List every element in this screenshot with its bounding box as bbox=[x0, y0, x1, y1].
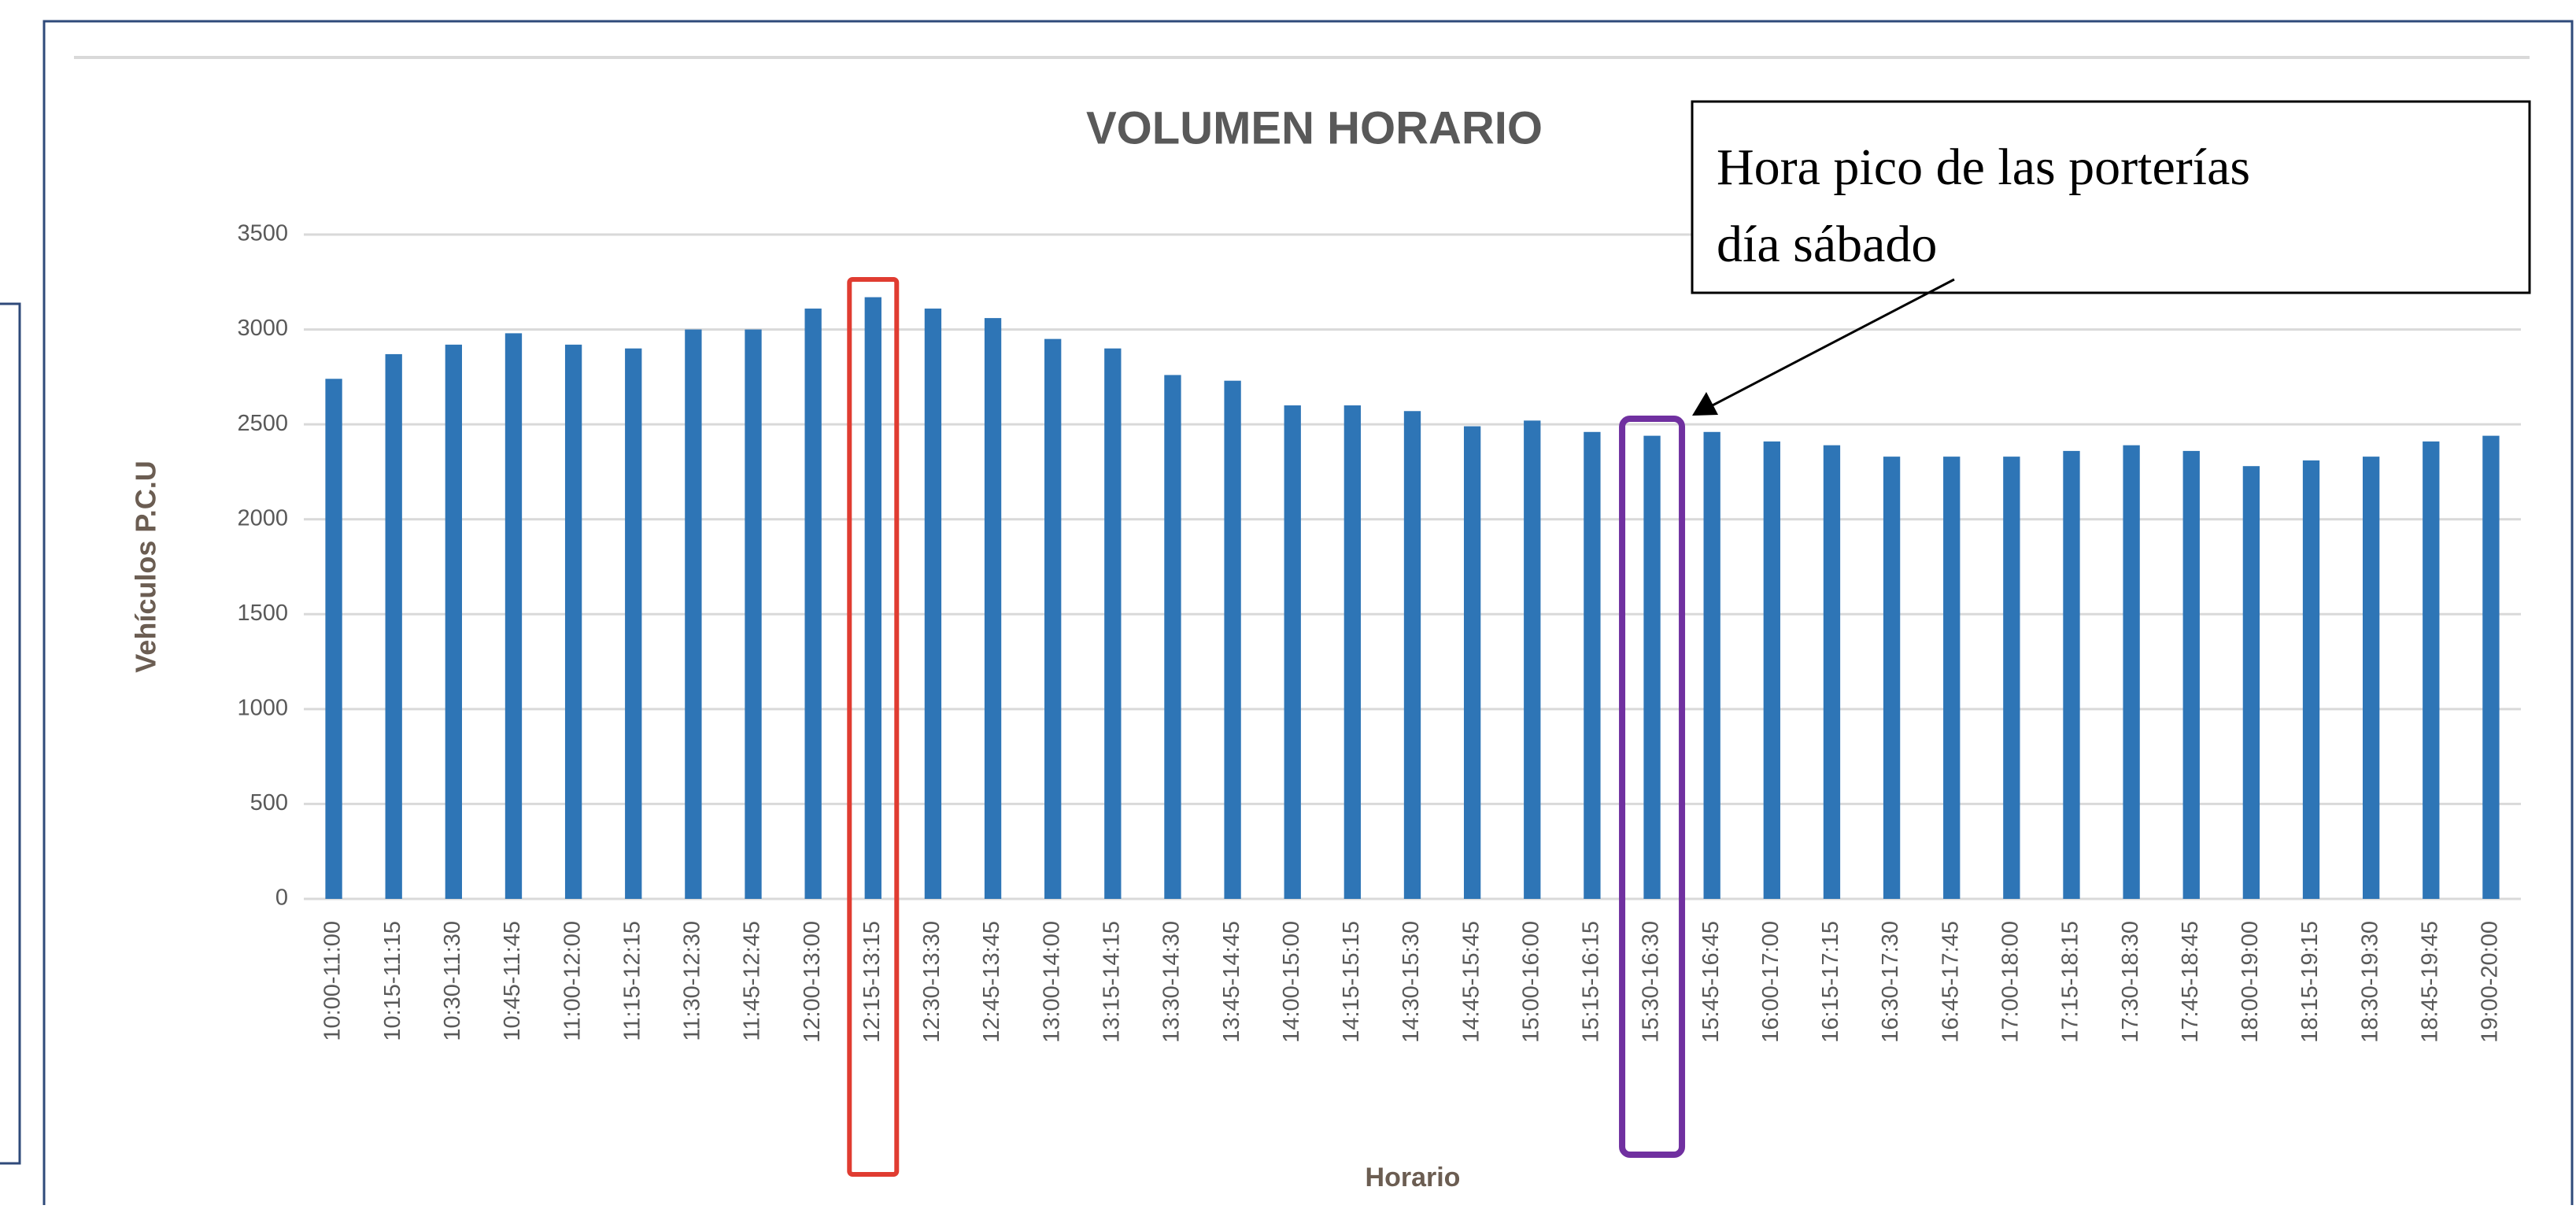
x-tick-label: 17:00-18:00 bbox=[1998, 921, 2023, 1043]
x-tick-label: 17:15-18:15 bbox=[2058, 921, 2083, 1043]
bar bbox=[685, 329, 702, 900]
y-tick-label: 1500 bbox=[237, 601, 288, 626]
y-tick-label: 2500 bbox=[237, 411, 288, 436]
bar bbox=[1343, 405, 1362, 899]
x-tick-label: 11:15-12:15 bbox=[619, 921, 645, 1041]
bar bbox=[1943, 457, 1961, 899]
x-tick-label: 15:30-16:30 bbox=[1639, 921, 1664, 1043]
bar bbox=[1703, 431, 1720, 899]
x-tick-label: 10:45-11:45 bbox=[500, 921, 525, 1041]
y-axis-label: Vehículos P.C.U bbox=[130, 460, 162, 672]
x-tick-label: 16:30-17:30 bbox=[1878, 921, 1903, 1043]
x-tick-label: 13:15-14:15 bbox=[1099, 921, 1124, 1043]
x-tick-label: 12:45-13:45 bbox=[979, 921, 1004, 1043]
y-tick-label: 2000 bbox=[237, 505, 288, 531]
bar bbox=[564, 344, 582, 899]
x-tick-label: 18:45-19:45 bbox=[2417, 921, 2442, 1043]
chart-title: VOLUMEN HORARIO bbox=[1086, 102, 1543, 153]
x-tick-label: 13:00-14:00 bbox=[1039, 921, 1064, 1043]
bar bbox=[1643, 435, 1661, 899]
bar bbox=[1164, 375, 1181, 900]
x-tick-label: 11:45-12:45 bbox=[740, 921, 765, 1041]
bar bbox=[2123, 445, 2140, 899]
x-tick-label: 15:00-16:00 bbox=[1518, 921, 1543, 1043]
x-tick-label: 17:30-18:30 bbox=[2118, 921, 2143, 1043]
callout-box bbox=[1691, 100, 2531, 294]
x-tick-label: 10:15-11:15 bbox=[380, 921, 405, 1041]
bar bbox=[625, 348, 642, 900]
x-tick-label: 15:15-16:15 bbox=[1579, 921, 1604, 1043]
y-tick-label: 500 bbox=[250, 790, 288, 815]
x-tick-label: 11:30-12:30 bbox=[680, 921, 705, 1041]
bar bbox=[2182, 450, 2200, 899]
bar bbox=[2423, 441, 2440, 899]
callout-text: Hora pico de las porterías bbox=[1717, 139, 2250, 196]
x-tick-label: 11:00-12:00 bbox=[560, 921, 585, 1041]
x-axis-label: Horario bbox=[1366, 1163, 1461, 1192]
x-tick-label: 18:00-19:00 bbox=[2238, 921, 2263, 1043]
bar bbox=[1104, 348, 1122, 900]
y-tick-label: 3500 bbox=[237, 221, 288, 246]
outer-frame bbox=[43, 20, 2574, 1209]
bar bbox=[984, 318, 1002, 899]
bar bbox=[2363, 457, 2380, 899]
highlight-box bbox=[847, 277, 900, 1177]
bar bbox=[804, 309, 822, 899]
bar bbox=[1284, 405, 1301, 899]
bar bbox=[1823, 445, 1841, 899]
x-tick-label: 15:45-16:45 bbox=[1698, 921, 1724, 1043]
bar bbox=[2302, 460, 2320, 899]
bar bbox=[445, 344, 462, 899]
bar bbox=[1763, 441, 1780, 899]
bar bbox=[325, 379, 342, 900]
bar bbox=[1044, 338, 1062, 900]
bar bbox=[1463, 426, 1481, 899]
bar bbox=[2242, 466, 2260, 899]
bar bbox=[1584, 431, 1601, 899]
x-tick-label: 14:00-15:00 bbox=[1279, 921, 1304, 1043]
callout-text: día sábado bbox=[1717, 216, 1937, 273]
callout-arrow bbox=[1709, 278, 1955, 409]
x-tick-label: 12:30-13:30 bbox=[919, 921, 944, 1043]
highlight-box bbox=[1619, 416, 1686, 1158]
bar bbox=[2063, 450, 2080, 899]
x-tick-label: 14:15-15:15 bbox=[1339, 921, 1364, 1043]
x-tick-label: 10:30-11:30 bbox=[440, 921, 465, 1041]
bar bbox=[924, 309, 942, 899]
bar bbox=[385, 353, 402, 899]
x-tick-label: 16:45-17:45 bbox=[1938, 921, 1963, 1043]
x-tick-label: 16:15-17:15 bbox=[1818, 921, 1843, 1043]
x-tick-label: 16:00-17:00 bbox=[1758, 921, 1783, 1043]
x-tick-label: 14:30-15:30 bbox=[1399, 921, 1424, 1043]
x-tick-label: 17:45-18:45 bbox=[2178, 921, 2203, 1043]
bar bbox=[745, 329, 762, 900]
x-tick-label: 13:30-14:30 bbox=[1159, 921, 1185, 1043]
x-tick-label: 12:00-13:00 bbox=[800, 921, 825, 1043]
x-tick-label: 10:00-11:00 bbox=[320, 921, 346, 1041]
bar bbox=[1524, 420, 1541, 899]
y-tick-label: 0 bbox=[275, 885, 288, 911]
bar bbox=[1224, 380, 1241, 899]
side-frame bbox=[0, 302, 21, 1165]
x-tick-label: 18:15-19:15 bbox=[2297, 921, 2323, 1043]
bar bbox=[2482, 435, 2500, 899]
arrow-head bbox=[1692, 392, 1718, 416]
y-tick-label: 3000 bbox=[237, 316, 288, 341]
bar bbox=[1403, 411, 1421, 899]
bar bbox=[504, 333, 523, 899]
bar bbox=[2003, 457, 2020, 899]
y-tick-label: 1000 bbox=[237, 696, 288, 721]
x-tick-label: 19:00-20:00 bbox=[2478, 921, 2503, 1043]
bar bbox=[1883, 457, 1901, 899]
bar bbox=[864, 297, 881, 899]
x-tick-label: 12:15-13:15 bbox=[859, 921, 885, 1043]
x-tick-label: 14:45-15:45 bbox=[1458, 921, 1484, 1043]
x-tick-label: 18:30-19:30 bbox=[2357, 921, 2382, 1043]
x-tick-label: 13:45-14:45 bbox=[1219, 921, 1244, 1043]
